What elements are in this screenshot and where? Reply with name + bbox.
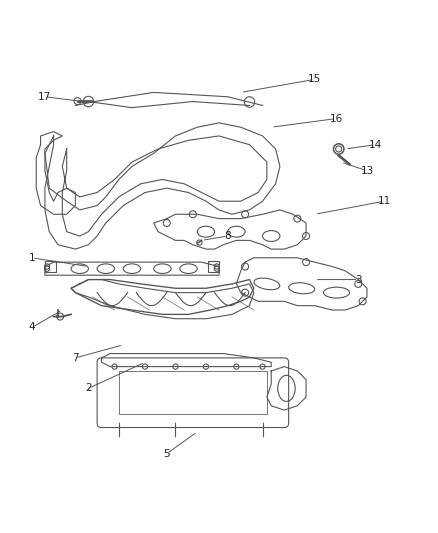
Text: 3: 3: [355, 274, 362, 285]
Text: 1: 1: [28, 253, 35, 263]
Text: 16: 16: [330, 114, 343, 124]
Bar: [45, 261, 56, 272]
Text: 15: 15: [308, 75, 321, 84]
Text: 17: 17: [38, 92, 52, 102]
Bar: [119, 371, 267, 415]
Text: 13: 13: [360, 166, 374, 176]
Bar: [208, 261, 219, 272]
Text: 4: 4: [28, 322, 35, 333]
Text: 5: 5: [163, 449, 170, 458]
Text: 11: 11: [378, 196, 391, 206]
Text: 14: 14: [369, 140, 382, 150]
Text: 8: 8: [224, 231, 231, 241]
Text: 2: 2: [85, 383, 92, 393]
Text: 7: 7: [72, 353, 79, 363]
